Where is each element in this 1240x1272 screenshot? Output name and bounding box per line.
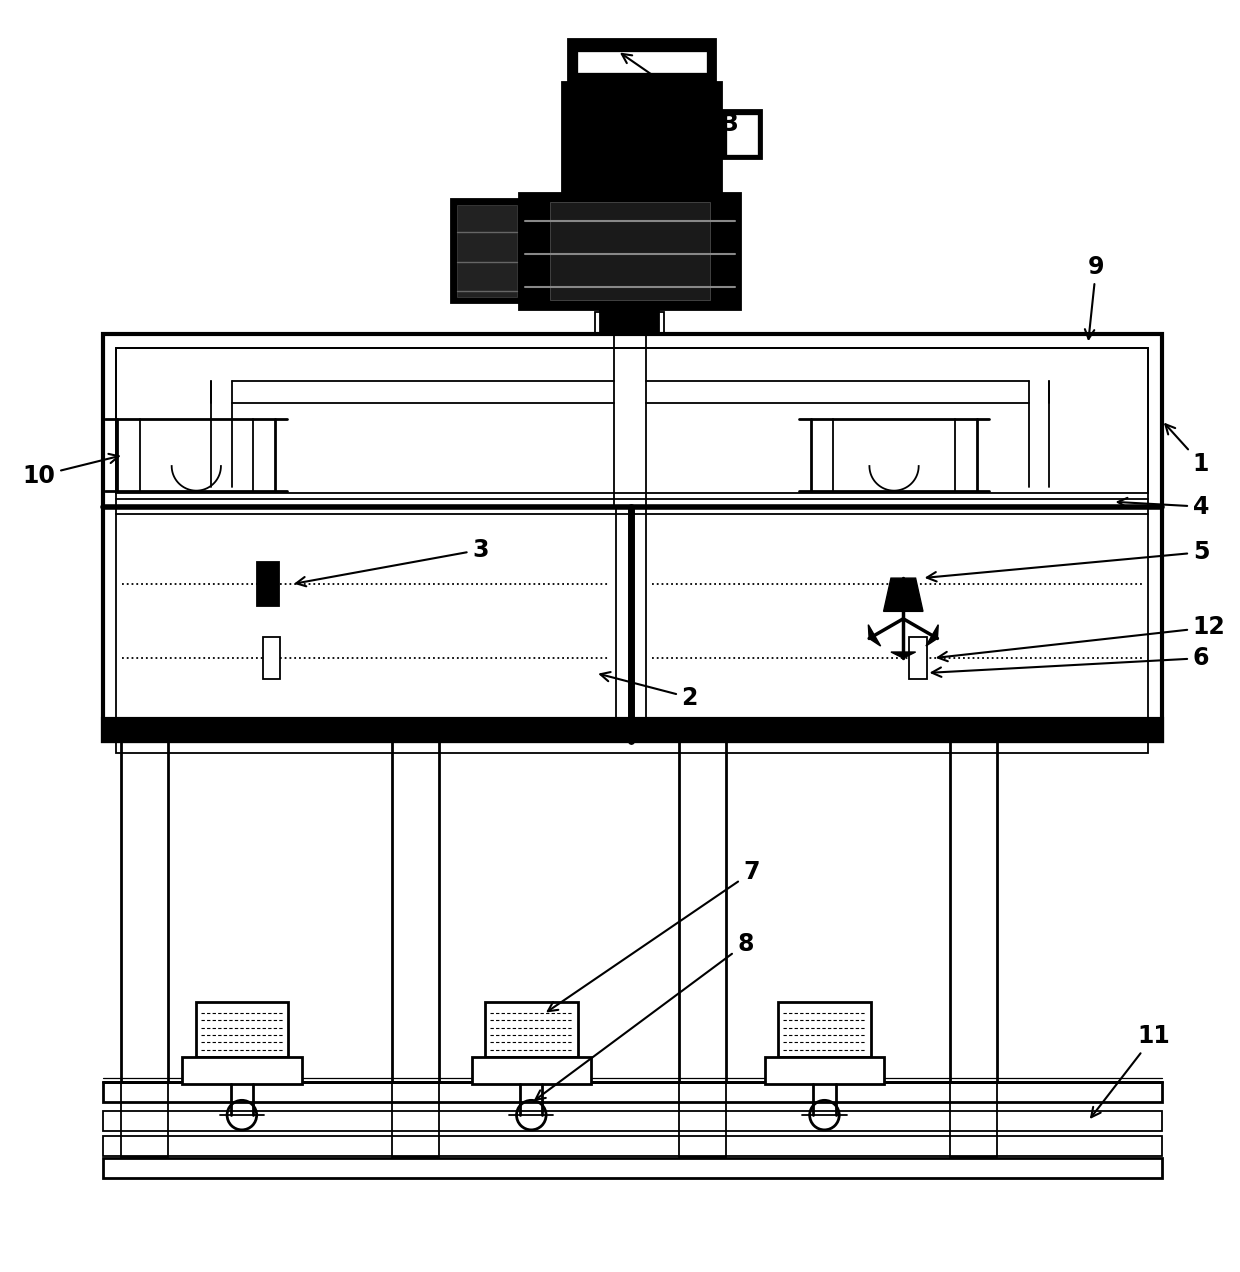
Text: 12: 12 [937, 616, 1225, 661]
Polygon shape [892, 653, 915, 658]
Bar [600, 309, 660, 335]
Text: 13: 13 [621, 53, 739, 136]
Text: 7: 7 [548, 860, 760, 1011]
Bar [196, 1002, 288, 1057]
Bar [182, 1057, 301, 1084]
Bar [520, 192, 740, 309]
Bar [909, 637, 926, 679]
Bar [392, 740, 439, 1082]
Bar [950, 1082, 997, 1158]
Polygon shape [926, 625, 939, 646]
Bar [451, 198, 523, 304]
Bar [458, 205, 517, 298]
Text: 3: 3 [296, 538, 489, 586]
Text: 4: 4 [1117, 495, 1209, 519]
Bar [103, 1136, 1162, 1156]
Bar [680, 740, 725, 1082]
Text: 1: 1 [1166, 425, 1209, 476]
Polygon shape [868, 625, 880, 646]
Bar [103, 335, 1162, 740]
Text: 6: 6 [931, 646, 1209, 677]
Bar [392, 1082, 439, 1158]
Bar [549, 202, 711, 300]
Bar [727, 114, 756, 154]
Bar [103, 1112, 1162, 1131]
Bar [722, 111, 761, 159]
Bar [950, 740, 997, 1082]
Text: 11: 11 [1091, 1024, 1171, 1117]
Bar [680, 1082, 725, 1158]
Bar [103, 1159, 1162, 1178]
Bar [122, 740, 167, 1082]
Bar [765, 1057, 884, 1084]
Bar [117, 347, 1148, 494]
Text: 2: 2 [600, 672, 698, 710]
Bar [103, 1082, 1162, 1102]
Bar [257, 562, 279, 607]
Bar [568, 38, 715, 81]
Bar [485, 1002, 578, 1057]
Bar [122, 1082, 167, 1158]
Bar [117, 738, 1148, 753]
Bar [103, 719, 1162, 740]
Bar [562, 81, 722, 192]
Text: 8: 8 [536, 932, 754, 1100]
Text: 9: 9 [1085, 254, 1105, 340]
Bar [263, 637, 280, 679]
Text: 10: 10 [22, 454, 119, 488]
Bar [578, 52, 707, 73]
Bar [471, 1057, 591, 1084]
Bar [779, 1002, 870, 1057]
Polygon shape [884, 577, 923, 612]
Bar [595, 312, 665, 335]
Bar [117, 347, 1148, 728]
Text: 5: 5 [926, 541, 1209, 581]
